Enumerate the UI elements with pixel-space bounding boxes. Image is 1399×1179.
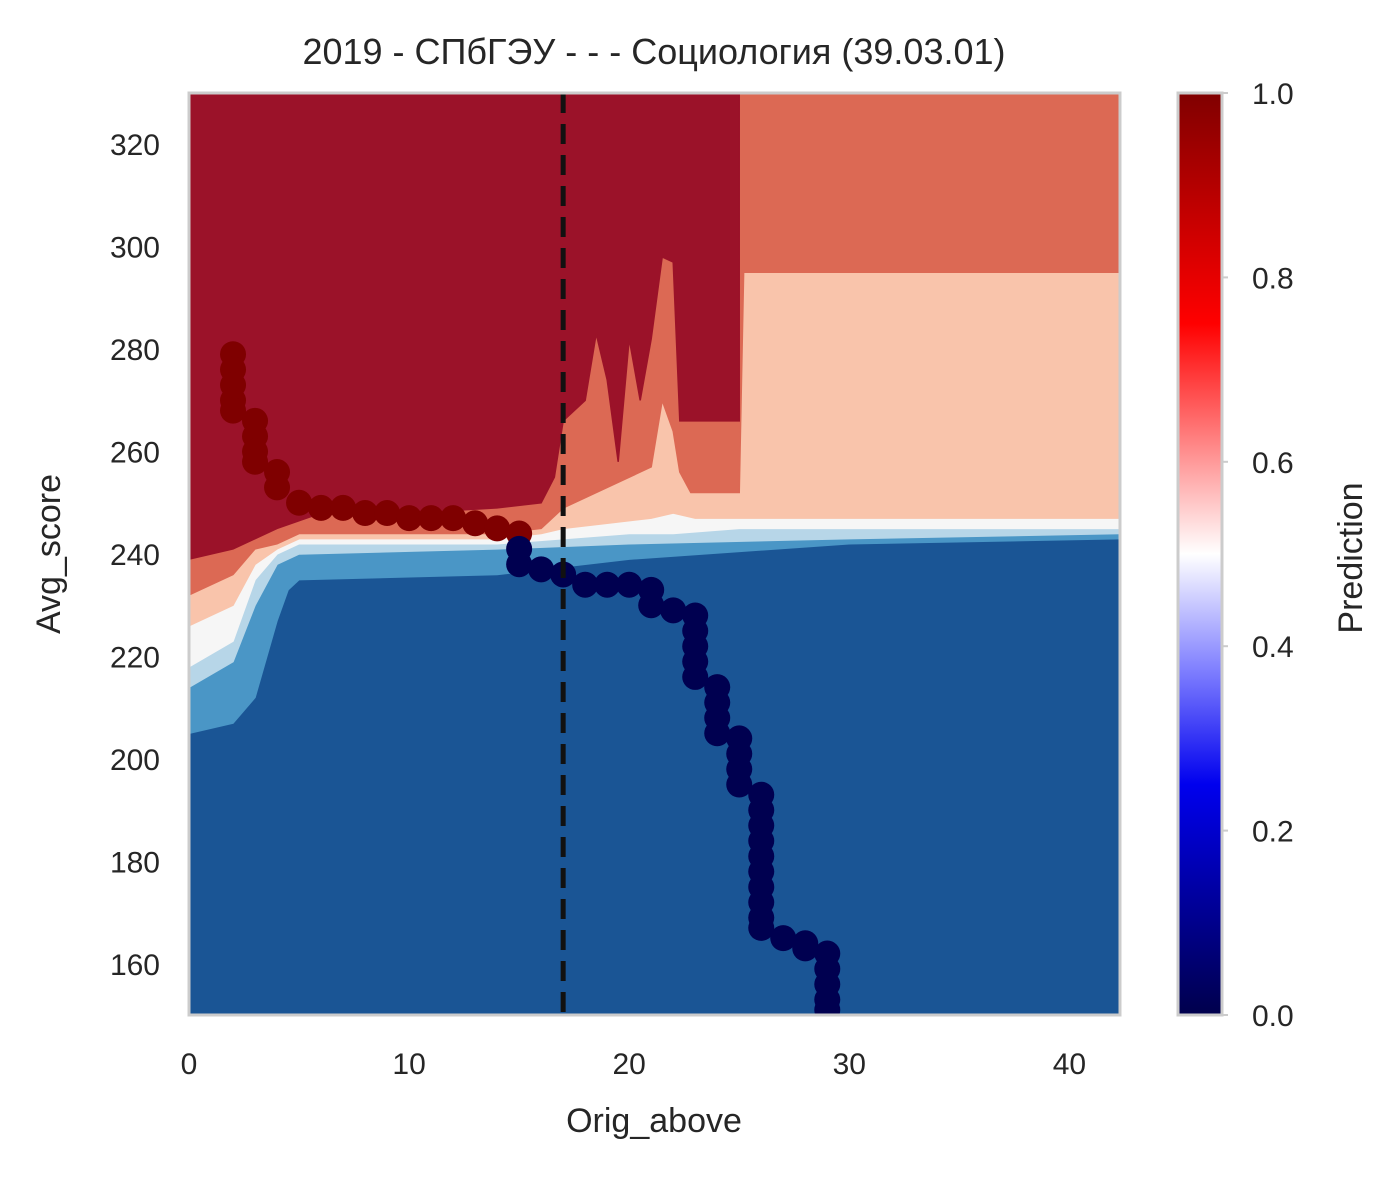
- colorbar-gradient: [1176, 91, 1224, 1017]
- colorbar-label: Prediction: [1332, 482, 1370, 633]
- scatter-point-class-0: [770, 925, 797, 952]
- scatter-point-class-1: [374, 500, 401, 527]
- colorbar-tick-label: 0.4: [1252, 631, 1294, 664]
- scatter-point-class-0: [660, 597, 687, 624]
- scatter-point-class-0: [638, 592, 665, 619]
- colorbar-tick-label: 1.0: [1252, 78, 1294, 111]
- y-axis-ticks: 160 180 200 220 240 260 280 300 320: [110, 129, 160, 982]
- scatter-point-class-1: [220, 397, 247, 424]
- scatter-point-class-1: [484, 515, 511, 542]
- scatter-point-class-1: [462, 510, 489, 537]
- x-tick-label: 20: [613, 1048, 646, 1081]
- colorbar-tick-label: 0.0: [1252, 1000, 1294, 1033]
- scatter-point-class-1: [352, 500, 379, 527]
- scatter-point-class-0: [572, 571, 599, 598]
- y-tick-label: 180: [110, 846, 160, 879]
- y-tick-label: 200: [110, 744, 160, 777]
- x-tick-label: 0: [181, 1048, 198, 1081]
- x-tick-label: 10: [392, 1048, 425, 1081]
- scatter-point-class-1: [396, 505, 423, 532]
- colorbar-tick-label: 0.6: [1252, 447, 1294, 480]
- x-axis-ticks: 0 10 20 30 40: [181, 1048, 1086, 1081]
- chart-title: 2019 - СПбГЭУ - - - Социология (39.03.01…: [302, 31, 1005, 72]
- y-tick-label: 280: [110, 334, 160, 367]
- scatter-point-class-1: [330, 494, 357, 521]
- scatter-point-class-0: [528, 556, 555, 583]
- colorbar-tick-label: 0.2: [1252, 816, 1294, 849]
- y-tick-label: 240: [110, 539, 160, 572]
- scatter-point-class-0: [594, 571, 621, 598]
- x-axis-label: Orig_above: [566, 1102, 742, 1140]
- scatter-points: [220, 341, 841, 1015]
- scatter-point-class-1: [242, 448, 269, 475]
- colorbar-ticks: 0.0 0.2 0.4 0.6 0.8 1.0: [1222, 78, 1294, 1033]
- scatter-point-class-1: [286, 489, 313, 516]
- scatter-point-class-0: [682, 663, 709, 690]
- y-tick-label: 160: [110, 949, 160, 982]
- scatter-point-class-0: [506, 551, 533, 578]
- y-tick-label: 220: [110, 641, 160, 674]
- scatter-point-class-1: [308, 494, 335, 521]
- x-tick-label: 40: [1053, 1048, 1086, 1081]
- plot-frame: [187, 91, 1122, 1017]
- scatter-point-class-1: [440, 505, 467, 532]
- scatter-point-class-1: [264, 474, 291, 501]
- y-axis-label: Avg_score: [30, 474, 68, 634]
- scatter-point-class-0: [814, 996, 841, 1015]
- scatter-point-class-0: [726, 771, 753, 798]
- x-tick-label: 30: [833, 1048, 866, 1081]
- y-tick-label: 300: [110, 232, 160, 265]
- scatter-point-class-0: [748, 914, 775, 941]
- scatter-point-class-1: [418, 505, 445, 532]
- y-tick-label: 320: [110, 129, 160, 162]
- scatter-point-class-0: [704, 720, 731, 747]
- y-tick-label: 260: [110, 437, 160, 470]
- scatter-point-class-0: [616, 571, 643, 598]
- plot-area: [187, 91, 1122, 1017]
- colorbar: 0.0 0.2 0.4 0.6 0.8 1.0 Prediction: [1176, 78, 1370, 1033]
- scatter-point-class-0: [792, 935, 819, 962]
- colorbar-tick-label: 0.8: [1252, 262, 1294, 295]
